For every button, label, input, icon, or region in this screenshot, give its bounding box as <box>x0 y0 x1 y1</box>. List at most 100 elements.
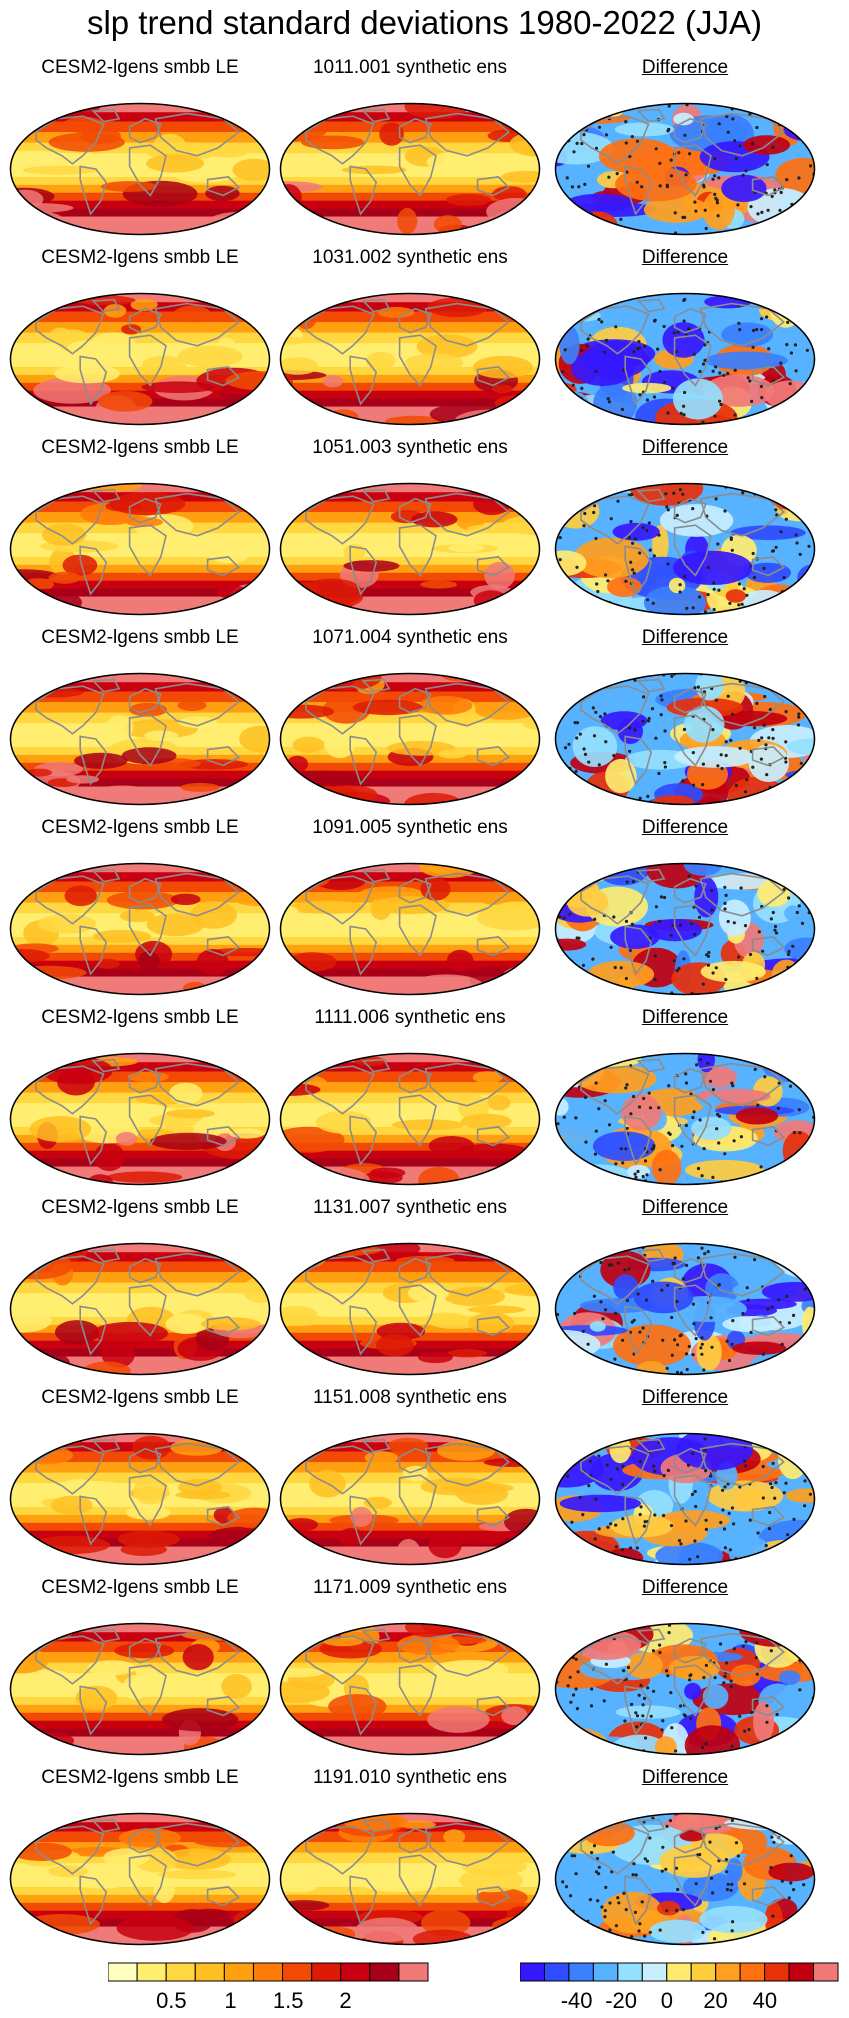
significance-dot <box>695 1063 699 1067</box>
significance-dot <box>604 573 608 577</box>
significance-dot <box>666 1468 670 1472</box>
significance-dot <box>576 1670 580 1674</box>
significance-dot <box>590 1851 594 1855</box>
std-band <box>10 1356 270 1375</box>
diff-field-blob <box>633 1281 694 1314</box>
significance-dot <box>706 1250 710 1254</box>
significance-dot <box>684 173 688 177</box>
significance-dot <box>812 1936 815 1941</box>
significance-dot <box>710 1345 714 1349</box>
std-band <box>280 1863 540 1875</box>
std-band <box>10 1720 270 1730</box>
significance-dot <box>586 337 590 341</box>
significance-dot <box>614 1311 618 1315</box>
panel-title-left: CESM2-lgens smbb LE <box>41 1197 239 1218</box>
std-field-blob <box>146 913 205 937</box>
std-field-blob <box>165 1313 208 1334</box>
significance-dot <box>600 1905 604 1909</box>
std-band <box>280 1071 540 1083</box>
significance-dot <box>634 1711 638 1715</box>
significance-dot <box>749 993 753 995</box>
std-band <box>10 1822 270 1832</box>
std-field-blob <box>54 364 120 384</box>
significance-dot <box>799 761 803 765</box>
significance-dot <box>665 1366 669 1370</box>
colorbar-box <box>813 1962 839 1982</box>
significance-dot <box>672 1261 676 1265</box>
coastline <box>751 1886 786 1907</box>
significance-dot <box>752 328 756 333</box>
significance-dot <box>619 966 623 970</box>
diff-field-blob <box>572 596 615 615</box>
significance-dot <box>711 728 715 732</box>
significance-dot <box>724 1858 728 1862</box>
significance-dot <box>786 320 790 324</box>
significance-dot <box>676 330 680 334</box>
significance-dot <box>597 1872 601 1876</box>
diff-field-blob <box>643 585 707 615</box>
significance-dot <box>697 595 702 599</box>
significance-dot <box>622 1669 626 1673</box>
coastline <box>361 1628 391 1643</box>
coastline <box>398 307 432 334</box>
significance-dot <box>669 1524 674 1528</box>
significance-dot <box>636 991 640 995</box>
significance-dot <box>658 1928 662 1932</box>
significance-dot <box>574 1657 578 1661</box>
diff-field-blob <box>555 1727 610 1755</box>
std-band <box>280 712 540 724</box>
significance-dot <box>647 719 651 723</box>
significance-dot <box>570 185 574 189</box>
std-band <box>280 1134 540 1144</box>
significance-dot <box>693 932 697 937</box>
coastline <box>79 1875 108 1926</box>
significance-dot <box>730 1882 734 1886</box>
significance-dot <box>578 408 582 412</box>
coastline <box>154 1632 241 1677</box>
map-panel-middle <box>279 482 541 616</box>
coastline <box>79 1115 108 1166</box>
significance-dot <box>702 1368 706 1372</box>
significance-dot <box>583 511 587 516</box>
diff-field-blob <box>779 1059 815 1074</box>
significance-dot <box>712 587 716 591</box>
significance-dot <box>752 726 757 730</box>
std-band <box>280 572 540 582</box>
significance-dot <box>594 1081 598 1085</box>
map-panel-middle <box>279 1052 541 1186</box>
diff-field-blob <box>678 1542 720 1565</box>
diff-field-blob <box>721 322 773 347</box>
significance-dot <box>734 783 738 788</box>
significance-dot <box>693 1489 697 1494</box>
significance-dot <box>749 1330 753 1334</box>
significance-dot <box>711 369 715 373</box>
significance-dot <box>723 1943 727 1945</box>
significance-dot <box>674 1749 678 1753</box>
significance-dot <box>722 1527 727 1531</box>
significance-dot <box>645 398 649 402</box>
significance-dot <box>784 740 788 744</box>
significance-dot <box>787 418 791 422</box>
std-band <box>280 1451 540 1463</box>
significance-dot <box>571 1838 575 1843</box>
significance-dot <box>616 1942 620 1945</box>
diff-field-blob <box>555 208 618 235</box>
significance-dot <box>755 125 759 130</box>
significance-dot <box>681 1908 685 1912</box>
significance-dot <box>760 396 764 400</box>
std-field-blob <box>433 215 462 234</box>
significance-dot <box>625 170 629 174</box>
significance-dot <box>725 1887 729 1892</box>
significance-dot <box>668 1132 672 1136</box>
panel-title-left: CESM2-lgens smbb LE <box>41 1577 239 1598</box>
significance-dot <box>765 773 769 777</box>
diff-field-blob <box>684 1725 741 1755</box>
significance-dot <box>701 783 705 787</box>
significance-dot <box>597 1865 601 1869</box>
significance-dot <box>665 1824 669 1828</box>
coastline <box>673 714 712 767</box>
significance-dot <box>625 1083 629 1087</box>
significance-dot <box>565 1153 569 1157</box>
significance-dot <box>798 789 802 793</box>
std-field-blob <box>170 893 201 905</box>
